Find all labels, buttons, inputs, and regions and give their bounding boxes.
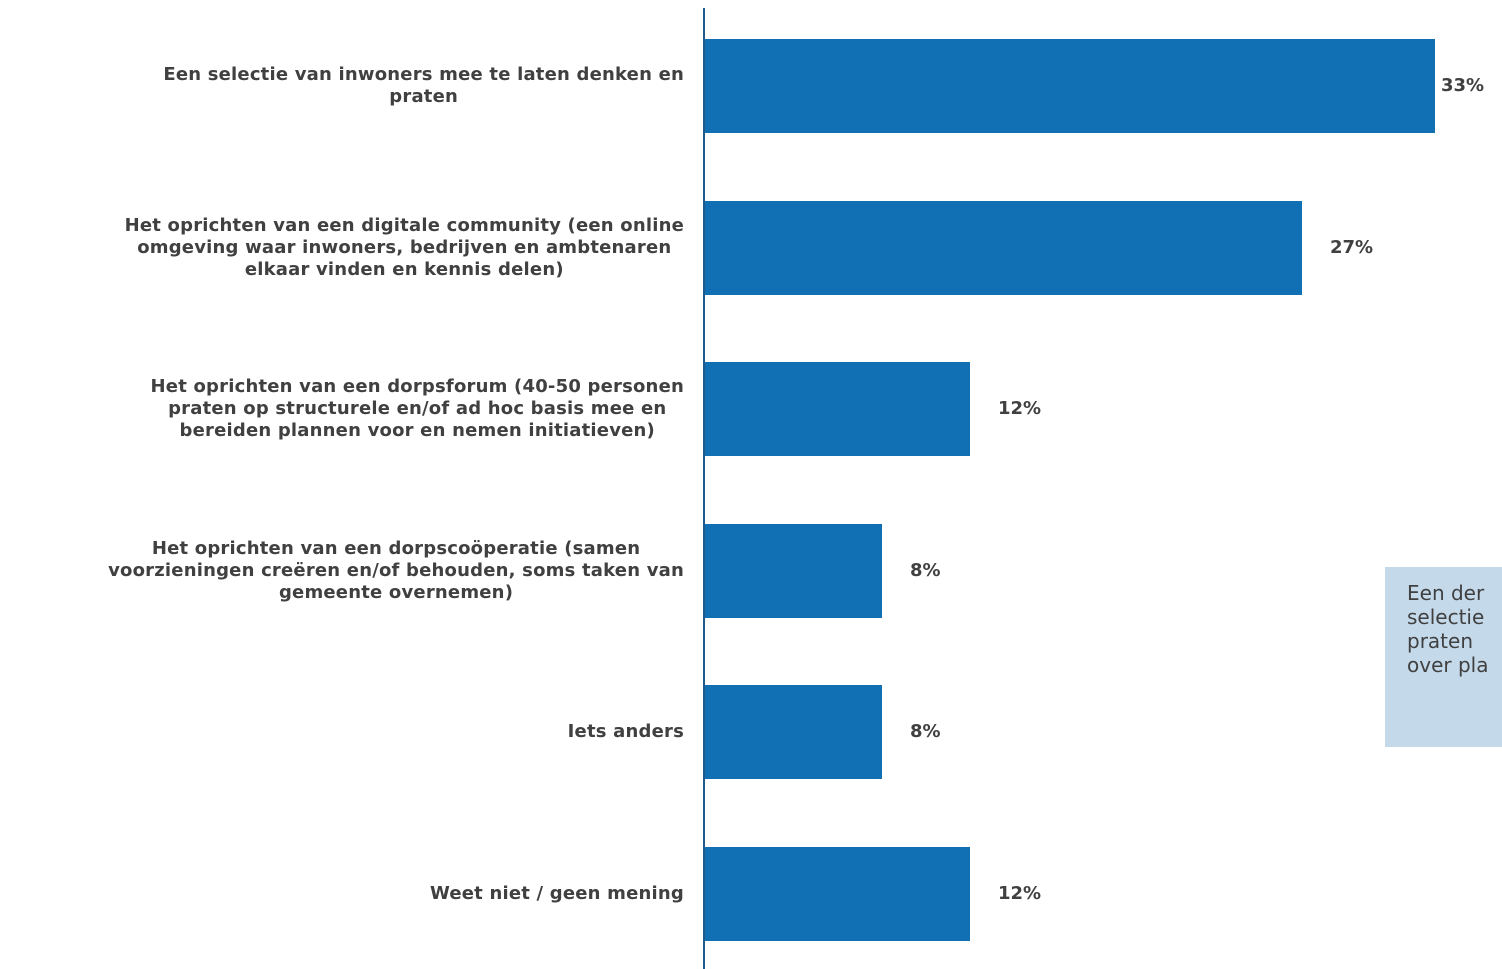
data-label: 27% <box>1330 237 1374 258</box>
data-label: 12% <box>998 398 1042 419</box>
data-label: 8% <box>910 560 941 581</box>
category-label: Het oprichten van een dorpscoöperatie (s… <box>108 538 684 603</box>
bar <box>705 524 882 618</box>
data-label: 8% <box>910 721 941 742</box>
bar <box>705 39 1435 133</box>
bar <box>705 685 882 779</box>
callout-box: Een der selectie praten over pla <box>1385 567 1502 747</box>
category-label: Het oprichten van een dorpsforum (40-50 … <box>150 376 684 441</box>
bar <box>705 362 970 456</box>
category-label: Iets anders <box>567 721 684 742</box>
category-label: Een selectie van inwoners mee te laten d… <box>163 64 684 107</box>
bar <box>705 847 970 941</box>
bar <box>705 201 1302 295</box>
category-label: Het oprichten van een digitale community… <box>124 215 684 280</box>
data-label: 33% <box>1441 75 1485 96</box>
data-label: 12% <box>998 883 1042 904</box>
category-label: Weet niet / geen mening <box>429 883 684 904</box>
category-axis-line <box>703 8 705 969</box>
